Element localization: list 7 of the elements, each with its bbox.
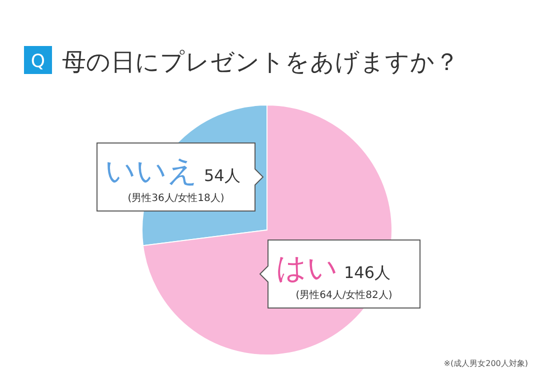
chart-title: 母の日にプレゼントをあげますか？	[62, 48, 459, 76]
slice-label: いいえ	[105, 154, 198, 189]
data-label: 146人	[344, 263, 391, 282]
text: Q	[30, 51, 46, 72]
data-label: 54人	[204, 166, 240, 185]
text: ※(成人男女200人対象)	[444, 359, 528, 368]
slice-label: はい	[276, 251, 338, 286]
